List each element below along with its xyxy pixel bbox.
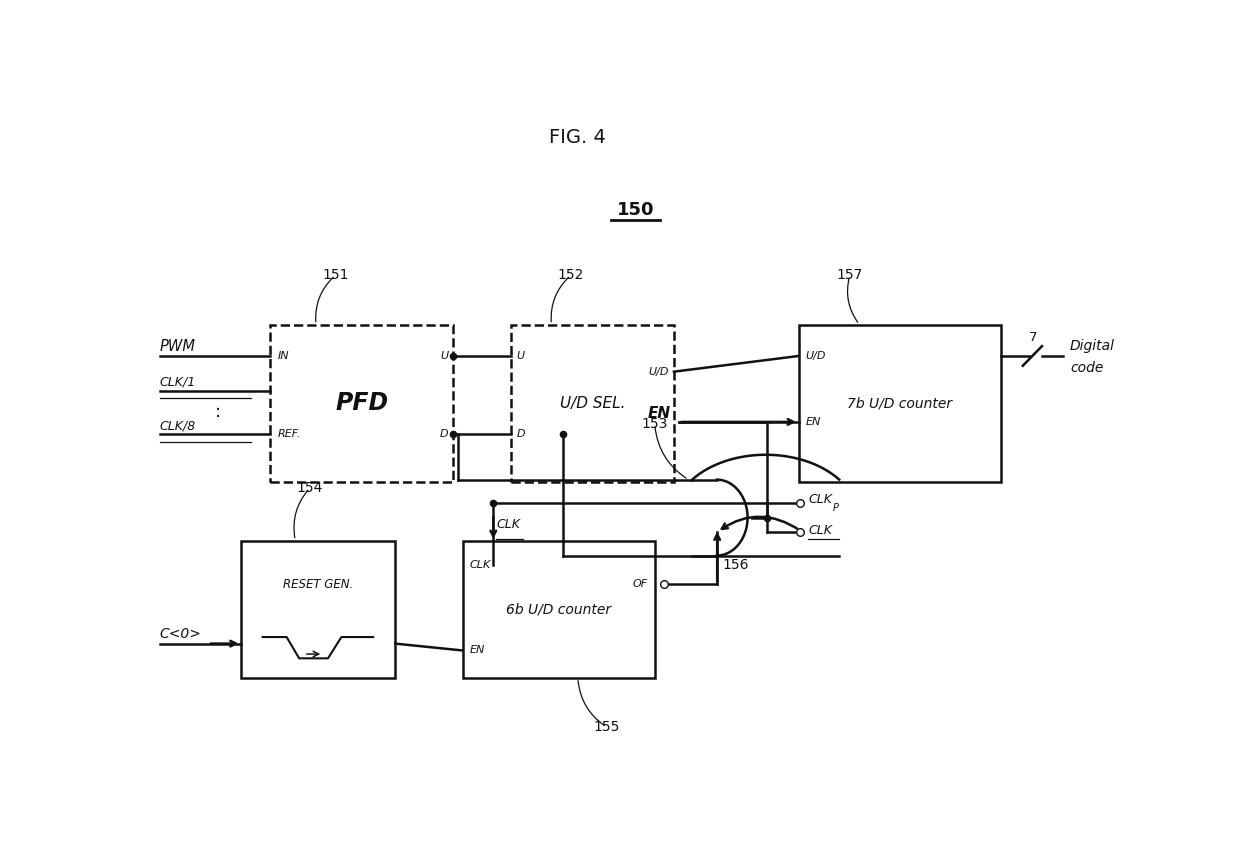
Text: IN: IN bbox=[278, 351, 290, 361]
Text: 151: 151 bbox=[322, 269, 348, 282]
Text: CLK: CLK bbox=[808, 524, 832, 536]
Bar bbox=[242, 541, 396, 678]
Text: U/D: U/D bbox=[806, 351, 826, 361]
Text: P: P bbox=[833, 503, 839, 513]
Bar bbox=[463, 541, 655, 678]
Bar bbox=[511, 325, 675, 482]
Text: :: : bbox=[215, 404, 221, 422]
Text: 153: 153 bbox=[641, 417, 668, 431]
Text: PFD: PFD bbox=[335, 391, 388, 415]
Bar bbox=[270, 325, 453, 482]
Text: REF.: REF. bbox=[278, 429, 301, 439]
Text: 152: 152 bbox=[558, 269, 584, 282]
Text: D: D bbox=[516, 429, 525, 439]
Text: D: D bbox=[439, 429, 448, 439]
Text: 157: 157 bbox=[837, 269, 863, 282]
Text: C<0>: C<0> bbox=[160, 627, 202, 641]
Text: EN: EN bbox=[469, 645, 485, 655]
Text: CLK: CLK bbox=[469, 560, 491, 570]
Bar bbox=[799, 325, 1001, 482]
Text: 154: 154 bbox=[296, 481, 322, 496]
Text: RESET GEN.: RESET GEN. bbox=[283, 578, 353, 591]
Text: U: U bbox=[516, 351, 525, 361]
Text: U/D: U/D bbox=[649, 366, 670, 377]
Text: 155: 155 bbox=[594, 720, 620, 734]
Text: CLK: CLK bbox=[496, 518, 520, 530]
Text: 6b U/D counter: 6b U/D counter bbox=[506, 603, 611, 616]
Text: EN: EN bbox=[649, 406, 671, 421]
Text: code: code bbox=[1070, 360, 1104, 375]
Text: CLK/8: CLK/8 bbox=[160, 420, 196, 433]
Text: PWM: PWM bbox=[160, 339, 196, 354]
Text: 156: 156 bbox=[722, 558, 749, 572]
Text: CLK: CLK bbox=[808, 494, 832, 507]
Text: EN: EN bbox=[806, 416, 821, 427]
Text: CLK/1: CLK/1 bbox=[160, 376, 196, 388]
Text: Digital: Digital bbox=[1070, 339, 1115, 353]
Text: U/D SEL.: U/D SEL. bbox=[559, 395, 625, 411]
Text: 7: 7 bbox=[1029, 332, 1038, 344]
Text: OF: OF bbox=[632, 580, 649, 590]
Text: 150: 150 bbox=[616, 201, 655, 219]
Text: 7b U/D counter: 7b U/D counter bbox=[847, 396, 952, 410]
Text: U: U bbox=[440, 351, 448, 361]
Text: FIG. 4: FIG. 4 bbox=[549, 128, 606, 148]
